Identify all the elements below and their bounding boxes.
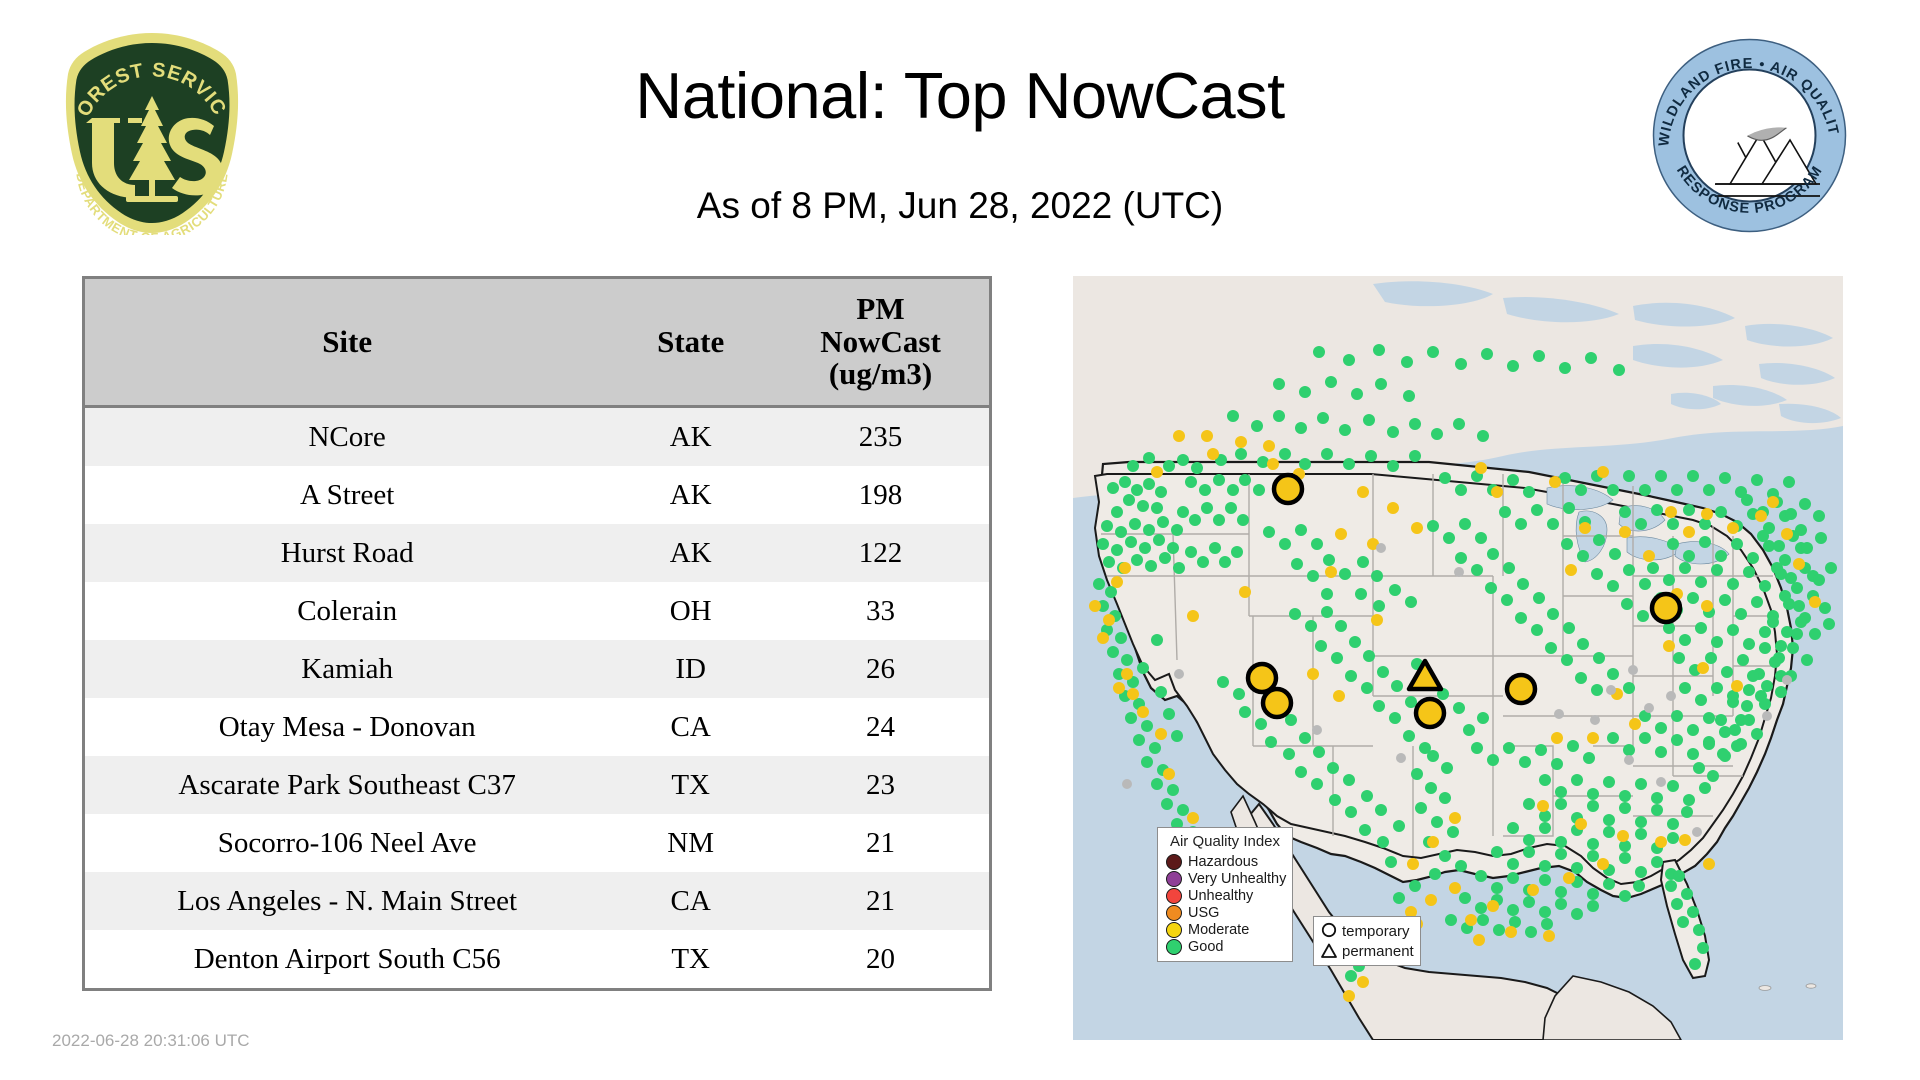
column-header-site: Site <box>85 279 610 408</box>
cell-site: Denton Airport South C56 <box>85 930 610 988</box>
cell-state: TX <box>609 756 773 814</box>
cell-state: TX <box>609 930 773 988</box>
highlight-marker-socorro-nm[interactable] <box>1406 658 1444 692</box>
highlighted-site-markers[interactable] <box>1245 472 1683 730</box>
cell-site: A Street <box>85 466 610 524</box>
cell-site: Otay Mesa - Donovan <box>85 698 610 756</box>
site-type-legend-label: permanent <box>1342 942 1414 960</box>
top-nowcast-table-container: Site State PM NowCast (ug/m3) NCore AK 2… <box>82 276 992 991</box>
usg-swatch-icon <box>1166 904 1182 921</box>
table-row: NCore AK 235 <box>85 406 989 466</box>
table-header: Site State PM NowCast (ug/m3) <box>85 279 989 408</box>
aqi-legend-label: Moderate <box>1188 921 1250 938</box>
top-nowcast-table: Site State PM NowCast (ug/m3) NCore AK 2… <box>85 279 989 988</box>
pm-header-line-3: (ug/m3) <box>828 356 933 392</box>
very-unhealthy-swatch-icon <box>1166 870 1182 887</box>
aqi-legend-label: Hazardous <box>1188 853 1259 870</box>
aqi-legend-label: Good <box>1188 938 1224 955</box>
cell-pm: 24 <box>772 698 989 756</box>
cell-site: Los Angeles - N. Main Street <box>85 872 610 930</box>
column-header-state: State <box>609 279 773 408</box>
cell-pm: 198 <box>772 466 989 524</box>
table-row: Socorro-106 Neel Ave NM 21 <box>85 814 989 872</box>
usda-forest-service-logo: FOREST SERVICE DEPARTMENT OF AGRICULTURE <box>45 13 252 245</box>
canada-lakes <box>1373 281 1841 424</box>
aqi-legend-item-hazardous: Hazardous <box>1166 853 1284 870</box>
cell-site: Socorro-106 Neel Ave <box>85 814 610 872</box>
cell-pm: 33 <box>772 582 989 640</box>
table-row: Denton Airport South C56 TX 20 <box>85 930 989 988</box>
aqi-legend-label: Very Unhealthy <box>1188 870 1287 887</box>
good-swatch-icon <box>1166 938 1182 955</box>
table-row: Hurst Road AK 122 <box>85 524 989 582</box>
aqi-legend-item-good: Good <box>1166 938 1284 955</box>
cell-site: Kamiah <box>85 640 610 698</box>
aqi-good-dots <box>1093 344 1837 982</box>
wfaq-seal-icon: WILDLAND FIRE • AIR QUALITY RESPONSE PRO… <box>1647 26 1847 233</box>
cell-state: AK <box>609 466 773 524</box>
page-subtitle: As of 8 PM, Jun 28, 2022 (UTC) <box>696 185 1224 226</box>
aqi-missing-dots <box>1122 543 1792 837</box>
aqi-legend: Air Quality Index Hazardous Very Unhealt… <box>1157 827 1293 962</box>
wildland-fire-air-quality-logo: WILDLAND FIRE • AIR QUALITY RESPONSE PRO… <box>1647 26 1847 233</box>
site-type-legend-item-permanent: permanent <box>1320 941 1414 961</box>
aqi-legend-item-usg: USG <box>1166 904 1284 921</box>
cell-pm: 21 <box>772 814 989 872</box>
highlight-marker-otay-mesa-ca[interactable] <box>1260 686 1294 720</box>
highlight-marker-ascarate-tx[interactable] <box>1413 696 1447 730</box>
cell-pm: 122 <box>772 524 989 582</box>
yucatan-gulf-coast <box>1542 975 1682 1040</box>
cell-site: Hurst Road <box>85 524 610 582</box>
forest-service-shield-icon: FOREST SERVICE DEPARTMENT OF AGRICULTURE <box>45 13 239 245</box>
site-type-legend-label: temporary <box>1342 922 1410 940</box>
table-row: Otay Mesa - Donovan CA 24 <box>85 698 989 756</box>
cell-state: AK <box>609 406 773 466</box>
highlight-marker-los-angeles-ca[interactable] <box>1245 661 1279 695</box>
cell-state: ID <box>609 640 773 698</box>
site-type-legend: temporary permanent <box>1313 916 1421 966</box>
highlight-marker-kamiah-id[interactable] <box>1271 472 1305 506</box>
aqi-legend-title: Air Quality Index <box>1169 833 1281 850</box>
aqi-legend-item-very-unhealthy: Very Unhealthy <box>1166 870 1287 887</box>
cell-state: CA <box>609 698 773 756</box>
cell-pm: 20 <box>772 930 989 988</box>
table-row: Ascarate Park Southeast C37 TX 23 <box>85 756 989 814</box>
page-title: National: Top NowCast <box>635 59 1285 132</box>
cell-pm: 26 <box>772 640 989 698</box>
permanent-triangle-icon <box>1320 942 1338 960</box>
table-body: NCore AK 235 A Street AK 198 Hurst Road … <box>85 406 989 988</box>
unhealthy-swatch-icon <box>1166 887 1182 904</box>
cell-state: NM <box>609 814 773 872</box>
table-header-row: Site State PM NowCast (ug/m3) <box>85 279 989 408</box>
pm-header-line-1: PM <box>856 291 905 327</box>
footer-timestamp: 2022-06-28 20:31:06 UTC <box>52 1031 250 1050</box>
cell-state: OH <box>609 582 773 640</box>
cell-site: Colerain <box>85 582 610 640</box>
pm-header-line-2: NowCast <box>820 323 941 359</box>
aqi-legend-item-moderate: Moderate <box>1166 921 1284 938</box>
cell-state: CA <box>609 872 773 930</box>
cell-site: Ascarate Park Southeast C37 <box>85 756 610 814</box>
temporary-circle-icon <box>1320 922 1338 940</box>
site-type-legend-item-temporary: temporary <box>1320 921 1414 941</box>
moderate-swatch-icon <box>1166 921 1182 938</box>
island-dot <box>1758 985 1772 991</box>
table-row: Los Angeles - N. Main Street CA 21 <box>85 872 989 930</box>
cell-state: AK <box>609 524 773 582</box>
highlight-marker-colerain-oh[interactable] <box>1649 591 1683 625</box>
aqi-legend-label: Unhealthy <box>1188 887 1254 904</box>
highlight-marker-denton-tx[interactable] <box>1504 672 1538 706</box>
table-row: Colerain OH 33 <box>85 582 989 640</box>
table-row: Kamiah ID 26 <box>85 640 989 698</box>
cell-pm: 235 <box>772 406 989 466</box>
aqi-legend-label: USG <box>1188 904 1220 921</box>
aqi-legend-item-unhealthy: Unhealthy <box>1166 887 1284 904</box>
table-row: A Street AK 198 <box>85 466 989 524</box>
cell-pm: 23 <box>772 756 989 814</box>
cell-pm: 21 <box>772 872 989 930</box>
hazardous-swatch-icon <box>1166 853 1182 870</box>
island-dot <box>1805 983 1817 989</box>
cell-site: NCore <box>85 406 610 466</box>
column-header-pm-nowcast: PM NowCast (ug/m3) <box>772 279 989 408</box>
